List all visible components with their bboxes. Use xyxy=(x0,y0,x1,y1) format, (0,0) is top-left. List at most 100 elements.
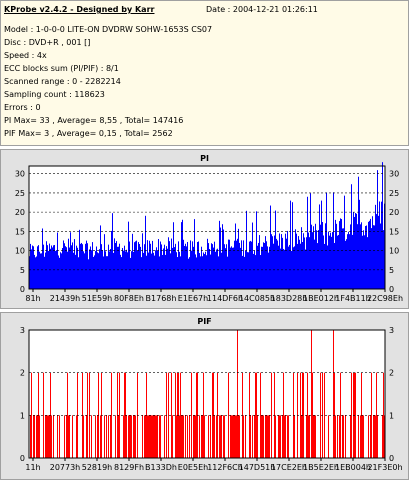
x-tick-label: 22C98Eh xyxy=(367,294,403,303)
bar xyxy=(34,415,35,458)
bar xyxy=(87,372,88,458)
bar xyxy=(135,415,136,458)
y-tick-label-right: 15 xyxy=(389,227,399,236)
bar xyxy=(233,415,234,458)
bar xyxy=(88,259,89,289)
bar xyxy=(76,245,77,289)
bar xyxy=(281,234,282,289)
bar xyxy=(346,239,347,289)
bar xyxy=(130,257,131,289)
bar xyxy=(195,254,196,289)
y-tick-label-left: 25 xyxy=(15,189,25,198)
bar xyxy=(259,235,260,289)
y-tick-label-right: 30 xyxy=(389,170,399,179)
bar xyxy=(126,249,127,289)
bar xyxy=(282,237,283,289)
bar xyxy=(212,372,213,458)
x-tick-label: 51E59h xyxy=(82,294,112,303)
y-tick-label-right: 5 xyxy=(389,266,394,275)
bar xyxy=(99,249,100,289)
bar xyxy=(214,415,215,458)
bar xyxy=(253,253,254,289)
bar xyxy=(244,256,245,289)
bar xyxy=(174,247,175,289)
bar xyxy=(153,252,154,289)
bar xyxy=(150,243,151,289)
y-tick-label-left: 0 xyxy=(20,285,25,294)
bar xyxy=(94,255,95,289)
bar xyxy=(86,240,87,289)
bar xyxy=(261,246,262,289)
bar xyxy=(95,251,96,289)
bar xyxy=(362,415,363,458)
bar xyxy=(213,247,214,289)
bar xyxy=(351,184,352,289)
bar xyxy=(231,415,232,458)
y-tick-label-left: 3 xyxy=(20,326,25,335)
bar xyxy=(278,245,279,289)
bar xyxy=(171,372,172,458)
bar xyxy=(243,240,244,289)
bar xyxy=(232,247,233,289)
bar xyxy=(301,227,302,289)
bar xyxy=(382,162,383,289)
bar xyxy=(350,415,351,458)
bar xyxy=(72,415,73,458)
bar xyxy=(314,415,315,458)
bar xyxy=(243,415,244,458)
bar xyxy=(335,415,336,458)
bar xyxy=(345,240,346,289)
pi-chart: PI 0 0 5 5 10 10 15 15 20 20 25 25 30 30 81h 21439h 51E59… xyxy=(15,154,403,303)
bar xyxy=(35,257,36,289)
bar xyxy=(270,205,271,289)
bar xyxy=(101,244,102,289)
bar xyxy=(122,247,123,289)
bar xyxy=(335,219,336,289)
pif-chart: PIF 0 0 1 1 2 2 3 3 11h 20773h 52819h 8129Fh B133Dh E0… xyxy=(20,317,403,472)
bar xyxy=(232,415,233,458)
bar xyxy=(169,241,170,289)
bar xyxy=(327,245,328,289)
bar xyxy=(63,240,64,289)
bar xyxy=(67,372,68,458)
bar xyxy=(176,252,177,289)
bar xyxy=(57,415,58,458)
bar xyxy=(196,257,197,289)
bar xyxy=(255,255,256,289)
bar xyxy=(285,415,286,458)
bar xyxy=(189,257,190,289)
bar xyxy=(142,415,143,458)
bar xyxy=(151,253,152,289)
bar xyxy=(147,415,148,458)
bar xyxy=(199,415,200,458)
bar xyxy=(97,252,98,289)
bar xyxy=(252,415,253,458)
bar xyxy=(265,236,266,289)
bar xyxy=(155,415,156,458)
bar xyxy=(55,250,56,289)
bar xyxy=(254,415,255,458)
bar xyxy=(329,235,330,289)
bar xyxy=(142,233,143,289)
bar xyxy=(41,253,42,289)
x-tick-label: 17CE2Eh xyxy=(271,463,307,472)
bar xyxy=(164,415,165,458)
x-tick-label: 1EB004h xyxy=(335,463,371,472)
bar xyxy=(131,415,132,458)
bar xyxy=(234,240,235,289)
bar xyxy=(188,258,189,289)
bar xyxy=(183,415,184,458)
bar xyxy=(180,372,181,458)
bar xyxy=(157,415,158,458)
x-tick-label: 112F6Ch xyxy=(207,463,243,472)
bar xyxy=(189,415,190,458)
bar xyxy=(126,415,127,458)
bar xyxy=(90,246,91,289)
bar xyxy=(108,244,109,289)
bar xyxy=(343,228,344,289)
x-tick-label: 183D28h xyxy=(271,294,308,303)
bar xyxy=(114,238,115,289)
bar xyxy=(187,415,188,458)
bar xyxy=(110,415,111,458)
bar xyxy=(132,233,133,289)
